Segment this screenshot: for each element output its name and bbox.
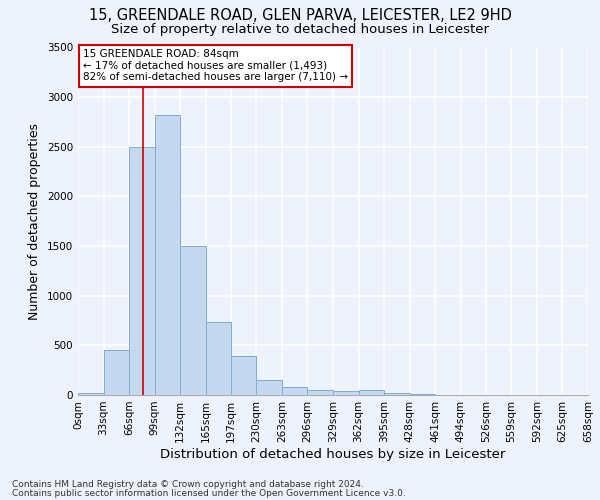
Bar [359,390,384,395]
Bar [78,393,104,395]
Text: Contains public sector information licensed under the Open Government Licence v3: Contains public sector information licen… [12,490,406,498]
Bar [181,246,206,395]
X-axis label: Distribution of detached houses by size in Leicester: Distribution of detached houses by size … [160,448,506,460]
Text: Size of property relative to detached houses in Leicester: Size of property relative to detached ho… [111,22,489,36]
Bar [256,380,282,395]
Bar [206,322,230,395]
Bar [155,115,181,395]
Bar [104,350,129,395]
Y-axis label: Number of detached properties: Number of detached properties [28,122,41,320]
Bar [384,393,410,395]
Bar [230,356,256,395]
Bar [410,394,436,395]
Text: 15 GREENDALE ROAD: 84sqm
← 17% of detached houses are smaller (1,493)
82% of sem: 15 GREENDALE ROAD: 84sqm ← 17% of detach… [83,49,348,82]
Text: Contains HM Land Registry data © Crown copyright and database right 2024.: Contains HM Land Registry data © Crown c… [12,480,364,489]
Bar [307,390,333,395]
Bar [333,391,359,395]
Text: 15, GREENDALE ROAD, GLEN PARVA, LEICESTER, LE2 9HD: 15, GREENDALE ROAD, GLEN PARVA, LEICESTE… [89,8,511,22]
Bar [129,147,155,395]
Bar [282,387,307,395]
